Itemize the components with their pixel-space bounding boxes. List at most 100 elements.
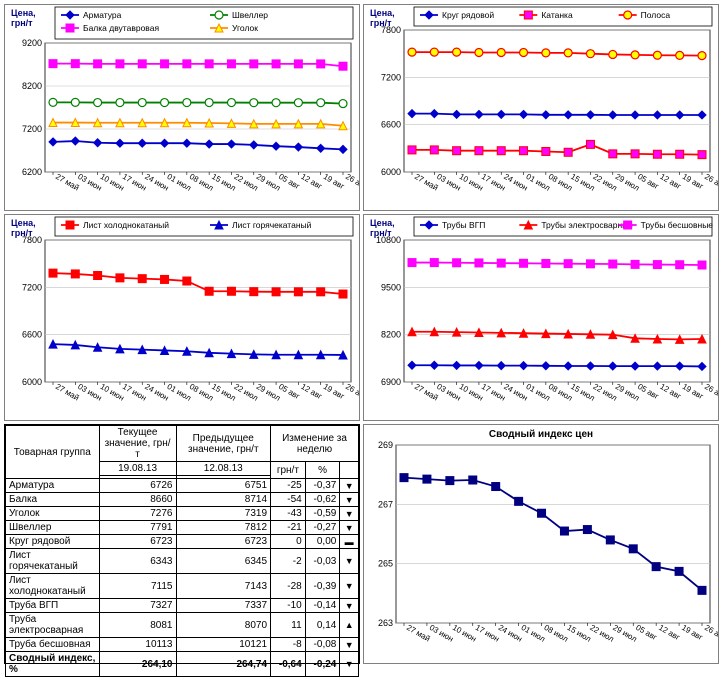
svg-text:01 июл: 01 июл xyxy=(166,172,193,193)
svg-text:9500: 9500 xyxy=(381,282,401,292)
dashboard-grid: Цена,грн/т620072008200920027 май03 июн10… xyxy=(4,4,716,664)
svg-text:7200: 7200 xyxy=(22,124,42,134)
table-row: Круг рядовой6723672300,00▬ xyxy=(6,535,359,549)
svg-text:27 май: 27 май xyxy=(405,623,432,644)
svg-text:08 июл: 08 июл xyxy=(543,623,570,644)
svg-text:15 июл: 15 июл xyxy=(565,623,592,644)
svg-text:05 авг: 05 авг xyxy=(277,172,301,191)
svg-text:грн/т: грн/т xyxy=(11,18,33,28)
svg-text:08 июл: 08 июл xyxy=(188,382,215,403)
svg-text:17 июн: 17 июн xyxy=(480,382,507,403)
th-group: Товарная группа xyxy=(6,426,100,479)
svg-text:03 июн: 03 июн xyxy=(428,623,455,644)
svg-text:Сводный индекс цен: Сводный индекс цен xyxy=(489,429,593,440)
svg-text:01 июл: 01 июл xyxy=(525,382,552,403)
chart-panel-2: Цена,грн/т600066007200780027 май03 июн10… xyxy=(363,4,719,211)
svg-text:22 июл: 22 июл xyxy=(588,623,615,644)
svg-text:12 авг: 12 авг xyxy=(657,623,681,642)
th-prev: Предыдущее значение, грн/т xyxy=(176,426,271,462)
svg-text:265: 265 xyxy=(378,559,393,569)
svg-text:Цена,: Цена, xyxy=(370,218,395,228)
svg-text:01 июл: 01 июл xyxy=(525,172,552,193)
svg-text:Лист холоднокатаный: Лист холоднокатаный xyxy=(83,220,169,230)
svg-text:22 июл: 22 июл xyxy=(591,172,618,193)
svg-text:05 авг: 05 авг xyxy=(634,623,658,642)
data-table-panel: Товарная группа Текущее значение, грн/т … xyxy=(4,424,360,664)
svg-text:29 июл: 29 июл xyxy=(255,382,282,403)
svg-text:12 авг: 12 авг xyxy=(658,382,682,401)
svg-text:22 июл: 22 июл xyxy=(232,172,259,193)
svg-text:6600: 6600 xyxy=(22,330,42,340)
chart-panel-1: Цена,грн/т620072008200920027 май03 июн10… xyxy=(4,4,360,211)
svg-text:19 авг: 19 авг xyxy=(681,382,705,401)
svg-text:27 май: 27 май xyxy=(413,382,440,403)
th-unit-abs: грн/т xyxy=(271,462,306,479)
svg-text:29 июл: 29 июл xyxy=(611,623,638,644)
svg-text:8200: 8200 xyxy=(381,330,401,340)
svg-text:03 июн: 03 июн xyxy=(76,382,103,403)
svg-text:Полоса: Полоса xyxy=(641,10,671,20)
svg-text:Арматура: Арматура xyxy=(83,10,122,20)
svg-text:08 июл: 08 июл xyxy=(188,172,215,193)
svg-text:03 июн: 03 июн xyxy=(76,172,103,193)
svg-text:Балка двутавровая: Балка двутавровая xyxy=(83,23,159,33)
svg-text:26 авг: 26 авг xyxy=(703,623,718,642)
svg-text:8200: 8200 xyxy=(22,81,42,91)
table-row: Арматура67266751-25-0,37▼ xyxy=(6,479,359,493)
svg-text:10 июн: 10 июн xyxy=(99,382,126,403)
svg-text:10 июн: 10 июн xyxy=(458,382,485,403)
svg-text:27 май: 27 май xyxy=(54,172,81,193)
price-table: Товарная группа Текущее значение, грн/т … xyxy=(5,425,359,677)
svg-text:26 авг: 26 авг xyxy=(344,382,359,401)
svg-text:26 авг: 26 авг xyxy=(703,382,718,401)
table-row: Уголок72767319-43-0,59▼ xyxy=(6,507,359,521)
svg-text:17 июн: 17 июн xyxy=(121,382,148,403)
svg-text:24 июн: 24 июн xyxy=(502,382,529,403)
svg-text:24 июн: 24 июн xyxy=(143,172,170,193)
svg-text:9200: 9200 xyxy=(22,38,42,48)
svg-text:7800: 7800 xyxy=(381,25,401,35)
svg-text:Уголок: Уголок xyxy=(232,23,258,33)
svg-text:29 июл: 29 июл xyxy=(614,382,641,403)
svg-text:26 авг: 26 авг xyxy=(703,172,718,191)
svg-text:Катанка: Катанка xyxy=(541,10,573,20)
th-change: Изменение за неделю xyxy=(271,426,359,462)
svg-text:26 авг: 26 авг xyxy=(344,172,359,191)
svg-text:12 авг: 12 авг xyxy=(658,172,682,191)
svg-text:01 июл: 01 июл xyxy=(520,623,547,644)
table-row: Швеллер77917812-21-0,27▼ xyxy=(6,521,359,535)
table-row: Труба бесшовная1011310121-8-0,08▼ xyxy=(6,638,359,652)
th-dir xyxy=(340,462,359,479)
svg-text:27 май: 27 май xyxy=(413,172,440,193)
svg-text:17 июн: 17 июн xyxy=(474,623,501,644)
svg-text:Швеллер: Швеллер xyxy=(232,10,268,20)
svg-text:7800: 7800 xyxy=(22,235,42,245)
chart-panel-4: Цена,грн/т6900820095001080027 май03 июн1… xyxy=(363,214,719,421)
svg-text:12 авг: 12 авг xyxy=(299,172,323,191)
svg-text:10 июн: 10 июн xyxy=(458,172,485,193)
svg-text:05 авг: 05 авг xyxy=(636,382,660,401)
svg-text:08 июл: 08 июл xyxy=(547,382,574,403)
table-row: Балка86608714-54-0,62▼ xyxy=(6,493,359,507)
svg-text:19 авг: 19 авг xyxy=(322,382,346,401)
svg-text:27 май: 27 май xyxy=(54,382,81,403)
svg-text:15 июл: 15 июл xyxy=(569,172,596,193)
svg-text:10800: 10800 xyxy=(376,235,401,245)
th-date-cur: 19.08.13 xyxy=(99,462,176,476)
svg-text:6600: 6600 xyxy=(381,120,401,130)
table-row: Лист холоднокатаный71157143-28-0,39▼ xyxy=(6,574,359,599)
svg-text:01 июл: 01 июл xyxy=(166,382,193,403)
svg-text:05 авг: 05 авг xyxy=(636,172,660,191)
svg-text:17 июн: 17 июн xyxy=(480,172,507,193)
svg-text:22 июл: 22 июл xyxy=(591,382,618,403)
summary-row: Сводный индекс, %264,10264,74-0,64-0,24▼ xyxy=(6,652,359,677)
svg-text:263: 263 xyxy=(378,618,393,628)
svg-text:7200: 7200 xyxy=(22,282,42,292)
svg-text:6000: 6000 xyxy=(381,167,401,177)
svg-text:03 июн: 03 июн xyxy=(435,172,462,193)
svg-text:05 авг: 05 авг xyxy=(277,382,301,401)
svg-text:29 июл: 29 июл xyxy=(255,172,282,193)
svg-text:08 июл: 08 июл xyxy=(547,172,574,193)
svg-text:15 июл: 15 июл xyxy=(210,382,237,403)
svg-text:29 июл: 29 июл xyxy=(614,172,641,193)
